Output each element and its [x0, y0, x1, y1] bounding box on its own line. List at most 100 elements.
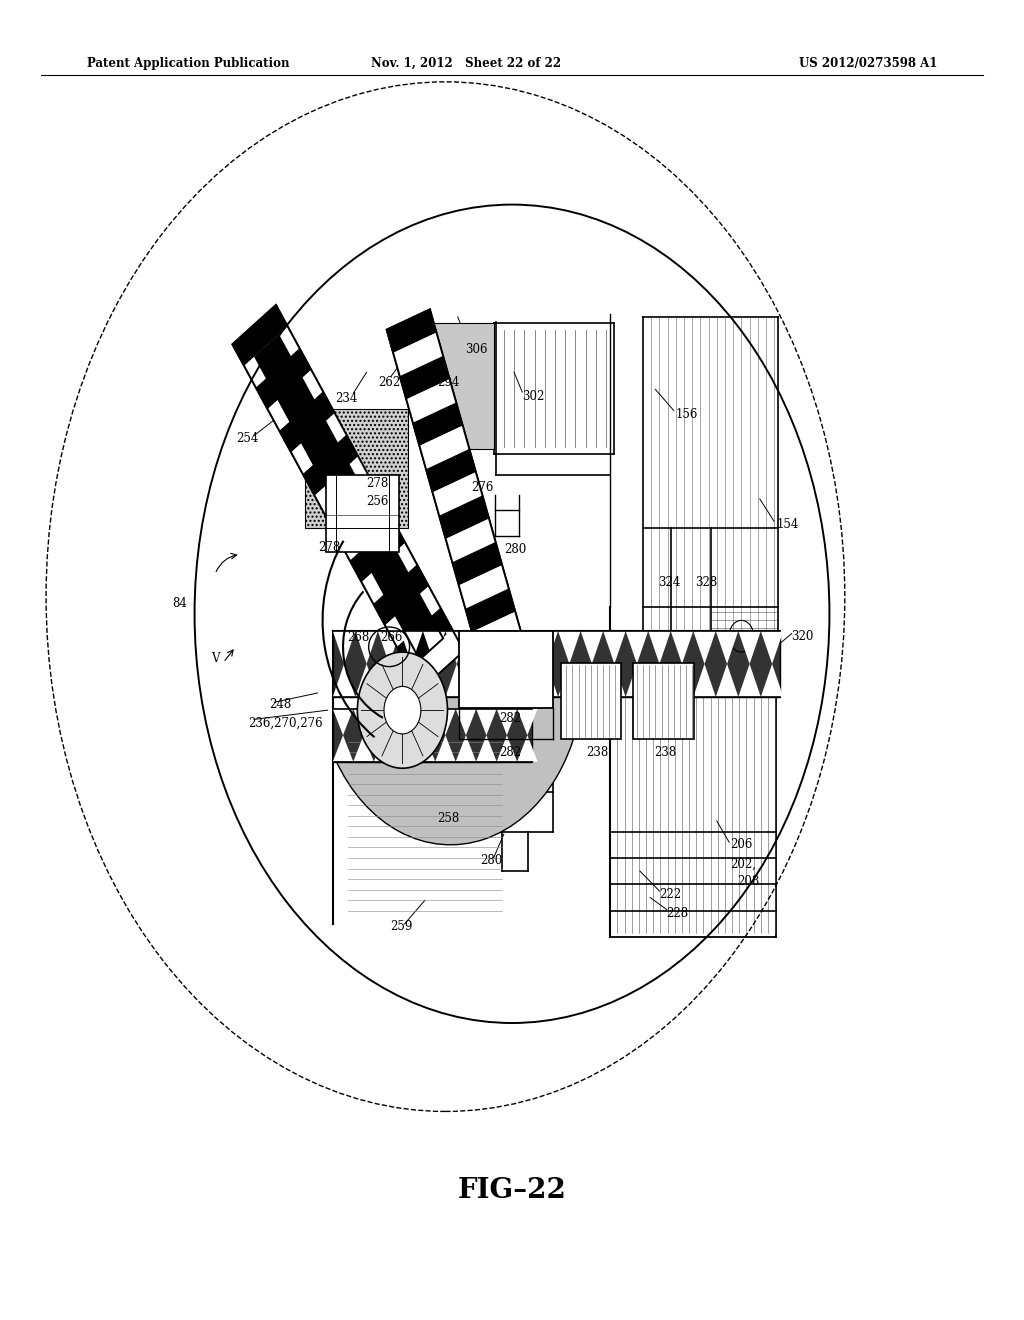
- Polygon shape: [435, 735, 456, 762]
- Text: 320: 320: [792, 630, 814, 643]
- Polygon shape: [415, 709, 435, 735]
- Polygon shape: [581, 664, 603, 697]
- Polygon shape: [374, 565, 429, 626]
- Text: 324: 324: [658, 576, 681, 589]
- Polygon shape: [355, 664, 378, 697]
- Text: 276: 276: [471, 480, 494, 494]
- Polygon shape: [626, 631, 648, 664]
- Text: 156: 156: [676, 408, 698, 421]
- Polygon shape: [314, 457, 370, 517]
- Polygon shape: [333, 735, 353, 762]
- Polygon shape: [378, 631, 400, 664]
- Polygon shape: [353, 709, 374, 735]
- Polygon shape: [478, 635, 528, 678]
- Polygon shape: [485, 659, 535, 702]
- Text: 328: 328: [695, 576, 718, 589]
- Polygon shape: [716, 631, 738, 664]
- Polygon shape: [394, 709, 415, 735]
- Polygon shape: [232, 305, 288, 366]
- Text: Patent Application Publication: Patent Application Publication: [87, 57, 290, 70]
- Polygon shape: [423, 664, 445, 697]
- Polygon shape: [459, 565, 509, 609]
- Polygon shape: [466, 589, 515, 632]
- Polygon shape: [435, 709, 456, 735]
- Polygon shape: [420, 425, 469, 469]
- Text: 84: 84: [172, 597, 186, 610]
- Polygon shape: [490, 631, 513, 664]
- Polygon shape: [439, 495, 489, 539]
- Polygon shape: [456, 735, 476, 762]
- Polygon shape: [400, 631, 423, 664]
- Text: 302: 302: [522, 389, 545, 403]
- Text: 259: 259: [390, 920, 413, 933]
- Polygon shape: [385, 586, 440, 647]
- Text: 280: 280: [504, 543, 526, 556]
- Polygon shape: [333, 631, 355, 664]
- Polygon shape: [536, 631, 558, 664]
- Polygon shape: [558, 664, 581, 697]
- Polygon shape: [415, 735, 435, 762]
- Polygon shape: [517, 735, 538, 762]
- Bar: [326, 475, 399, 552]
- Polygon shape: [361, 543, 417, 603]
- Polygon shape: [513, 631, 536, 664]
- Text: 202,: 202,: [730, 858, 756, 871]
- Text: FIG–22: FIG–22: [458, 1177, 566, 1204]
- Polygon shape: [472, 611, 522, 655]
- Polygon shape: [497, 735, 517, 762]
- Polygon shape: [445, 664, 468, 697]
- Polygon shape: [456, 709, 476, 735]
- Polygon shape: [387, 309, 535, 702]
- Polygon shape: [603, 631, 626, 664]
- Polygon shape: [333, 709, 353, 735]
- Polygon shape: [327, 478, 382, 539]
- Polygon shape: [648, 631, 671, 664]
- Text: 256: 256: [367, 495, 389, 508]
- Polygon shape: [648, 664, 671, 697]
- Text: 280: 280: [480, 854, 503, 867]
- Text: 228: 228: [667, 907, 689, 920]
- Text: 306: 306: [465, 343, 487, 356]
- Polygon shape: [476, 709, 497, 735]
- Polygon shape: [244, 326, 299, 388]
- Text: 236,270,276: 236,270,276: [248, 717, 323, 730]
- Text: US 2012/0273598 A1: US 2012/0273598 A1: [799, 57, 937, 70]
- Polygon shape: [490, 664, 513, 697]
- Polygon shape: [255, 335, 443, 660]
- Polygon shape: [517, 709, 538, 735]
- Polygon shape: [468, 631, 490, 664]
- Text: V: V: [211, 652, 219, 665]
- Polygon shape: [413, 403, 463, 446]
- Text: 248: 248: [269, 698, 292, 711]
- Polygon shape: [536, 664, 558, 697]
- Polygon shape: [255, 335, 443, 660]
- Polygon shape: [423, 631, 445, 664]
- Polygon shape: [445, 631, 468, 664]
- Polygon shape: [333, 664, 355, 697]
- Polygon shape: [626, 664, 648, 697]
- Polygon shape: [280, 392, 335, 453]
- Polygon shape: [374, 709, 394, 735]
- Text: Nov. 1, 2012   Sheet 22 of 22: Nov. 1, 2012 Sheet 22 of 22: [371, 57, 561, 70]
- Polygon shape: [761, 631, 783, 664]
- Polygon shape: [738, 631, 761, 664]
- Polygon shape: [407, 379, 456, 422]
- Polygon shape: [291, 413, 346, 474]
- Polygon shape: [267, 370, 323, 430]
- Polygon shape: [393, 333, 443, 376]
- Polygon shape: [350, 521, 406, 582]
- Polygon shape: [232, 305, 464, 690]
- Text: 208: 208: [737, 875, 760, 888]
- Text: 294: 294: [437, 376, 460, 389]
- Polygon shape: [338, 499, 393, 561]
- Polygon shape: [476, 735, 497, 762]
- Bar: [333, 709, 532, 762]
- Polygon shape: [497, 709, 517, 735]
- Polygon shape: [581, 631, 603, 664]
- Text: 154: 154: [776, 517, 799, 531]
- Text: 222: 222: [659, 888, 682, 902]
- Text: 278: 278: [318, 541, 341, 554]
- Wedge shape: [335, 673, 584, 845]
- Polygon shape: [409, 630, 464, 690]
- Bar: [633, 663, 694, 739]
